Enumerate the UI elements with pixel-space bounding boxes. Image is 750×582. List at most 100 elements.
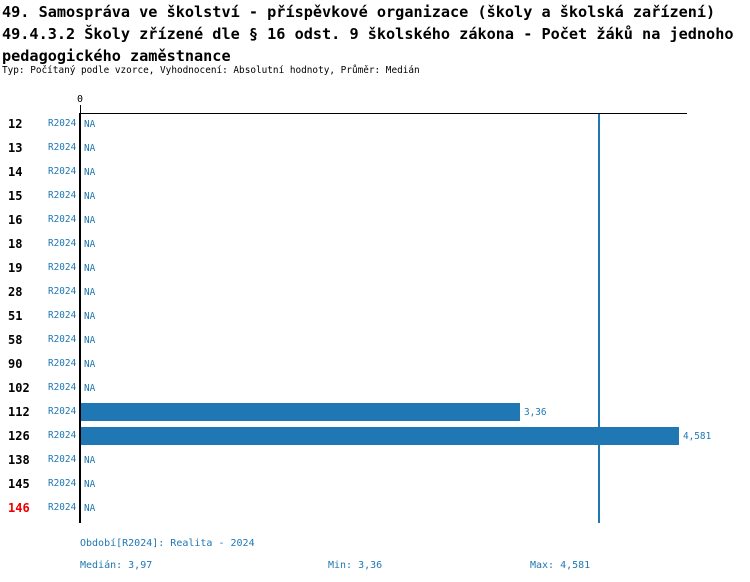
row-period-label: R2024: [48, 142, 77, 153]
chart-row: 12 R2024 NA: [0, 112, 750, 136]
row-category-label: 19: [8, 261, 23, 275]
row-period-label: R2024: [48, 334, 77, 345]
row-value-area: NA: [81, 208, 750, 232]
row-category-label: 15: [8, 189, 23, 203]
chart-row: 51 R2024 NA: [0, 304, 750, 328]
row-value-area: 4,581: [81, 424, 750, 448]
row-na-label: NA: [84, 214, 96, 226]
row-na-label: NA: [84, 286, 96, 298]
row-category-label: 14: [8, 165, 23, 179]
row-value-area: NA: [81, 496, 750, 520]
bar[interactable]: [81, 427, 679, 445]
row-period-label: R2024: [48, 214, 77, 225]
x-axis-zero-label: 0: [76, 94, 84, 105]
row-value-area: NA: [81, 160, 750, 184]
row-value-area: NA: [81, 112, 750, 136]
row-period-label: R2024: [48, 430, 77, 441]
row-category-label: 51: [8, 309, 23, 323]
row-category-label: 18: [8, 237, 23, 251]
row-na-label: NA: [84, 454, 96, 466]
row-category-label: 28: [8, 285, 23, 299]
chart-row: 58 R2024 NA: [0, 328, 750, 352]
row-na-label: NA: [84, 142, 96, 154]
row-na-label: NA: [84, 478, 96, 490]
row-category-label: 138: [8, 453, 30, 467]
row-na-label: NA: [84, 310, 96, 322]
chart-row: 145 R2024 NA: [0, 472, 750, 496]
footer-min-label: Min: 3,36: [328, 560, 383, 571]
row-period-label: R2024: [48, 310, 77, 321]
row-na-label: NA: [84, 190, 96, 202]
chart-row: 19 R2024 NA: [0, 256, 750, 280]
row-category-label: 58: [8, 333, 23, 347]
row-period-label: R2024: [48, 358, 77, 369]
x-axis-tick: [79, 105, 81, 113]
chart-row: 112 R2024 3,36: [0, 400, 750, 424]
row-value-area: NA: [81, 376, 750, 400]
row-period-label: R2024: [48, 238, 77, 249]
row-period-label: R2024: [48, 118, 77, 129]
chart-row: 18 R2024 NA: [0, 232, 750, 256]
row-period-label: R2024: [48, 262, 77, 273]
title-line-1: 49. Samospráva ve školství - příspěvkové…: [2, 3, 716, 21]
row-period-label: R2024: [48, 406, 77, 417]
chart-row: 146 R2024 NA: [0, 496, 750, 520]
row-category-label: 145: [8, 477, 30, 491]
footer-period-label: Období[R2024]: Realita - 2024: [80, 538, 255, 549]
row-value-area: NA: [81, 136, 750, 160]
row-category-label: 12: [8, 117, 23, 131]
row-na-label: NA: [84, 166, 96, 178]
row-na-label: NA: [84, 358, 96, 370]
row-na-label: NA: [84, 238, 96, 250]
row-value-area: NA: [81, 448, 750, 472]
row-value-area: NA: [81, 232, 750, 256]
row-na-label: NA: [84, 334, 96, 346]
chart-row: 28 R2024 NA: [0, 280, 750, 304]
title-line-3: pedagogického zaměstnance: [2, 47, 231, 65]
chart-row: 16 R2024 NA: [0, 208, 750, 232]
chart-row: 13 R2024 NA: [0, 136, 750, 160]
chart-row: 15 R2024 NA: [0, 184, 750, 208]
y-axis-line: [79, 113, 81, 523]
chart-row: 14 R2024 NA: [0, 160, 750, 184]
row-category-label: 126: [8, 429, 30, 443]
chart-subtitle: Typ: Počítaný podle vzorce, Vyhodnocení:…: [2, 65, 420, 76]
bar-value-label: 4,581: [683, 430, 712, 442]
row-period-label: R2024: [48, 502, 77, 513]
chart-row: 138 R2024 NA: [0, 448, 750, 472]
row-period-label: R2024: [48, 382, 77, 393]
row-value-area: NA: [81, 472, 750, 496]
row-value-area: NA: [81, 304, 750, 328]
chart-row: 102 R2024 NA: [0, 376, 750, 400]
chart-row: 90 R2024 NA: [0, 352, 750, 376]
row-category-label: 112: [8, 405, 30, 419]
row-na-label: NA: [84, 382, 96, 394]
row-na-label: NA: [84, 262, 96, 274]
row-category-label: 146: [8, 501, 30, 515]
row-period-label: R2024: [48, 478, 77, 489]
row-category-label: 13: [8, 141, 23, 155]
row-na-label: NA: [84, 118, 96, 130]
row-value-area: NA: [81, 256, 750, 280]
row-value-area: NA: [81, 280, 750, 304]
row-value-area: NA: [81, 328, 750, 352]
x-axis-line: [80, 113, 687, 114]
median-line: [598, 114, 600, 523]
chart-title: 49. Samospráva ve školství - příspěvkové…: [0, 1, 734, 67]
row-category-label: 102: [8, 381, 30, 395]
row-value-area: NA: [81, 352, 750, 376]
row-category-label: 90: [8, 357, 23, 371]
row-period-label: R2024: [48, 286, 77, 297]
chart-row: 126 R2024 4,581: [0, 424, 750, 448]
chart-rows: 12 R2024 NA 13 R2024 NA 14 R2024 NA 15 R…: [0, 112, 750, 520]
footer-median-label: Medián: 3,97: [80, 560, 153, 571]
row-period-label: R2024: [48, 454, 77, 465]
row-value-area: NA: [81, 184, 750, 208]
row-period-label: R2024: [48, 190, 77, 201]
row-na-label: NA: [84, 502, 96, 514]
bar[interactable]: [81, 403, 520, 421]
row-value-area: 3,36: [81, 400, 750, 424]
footer-max-label: Max: 4,581: [530, 560, 591, 571]
title-line-2: 49.4.3.2 Školy zřízené dle § 16 odst. 9 …: [2, 25, 734, 43]
